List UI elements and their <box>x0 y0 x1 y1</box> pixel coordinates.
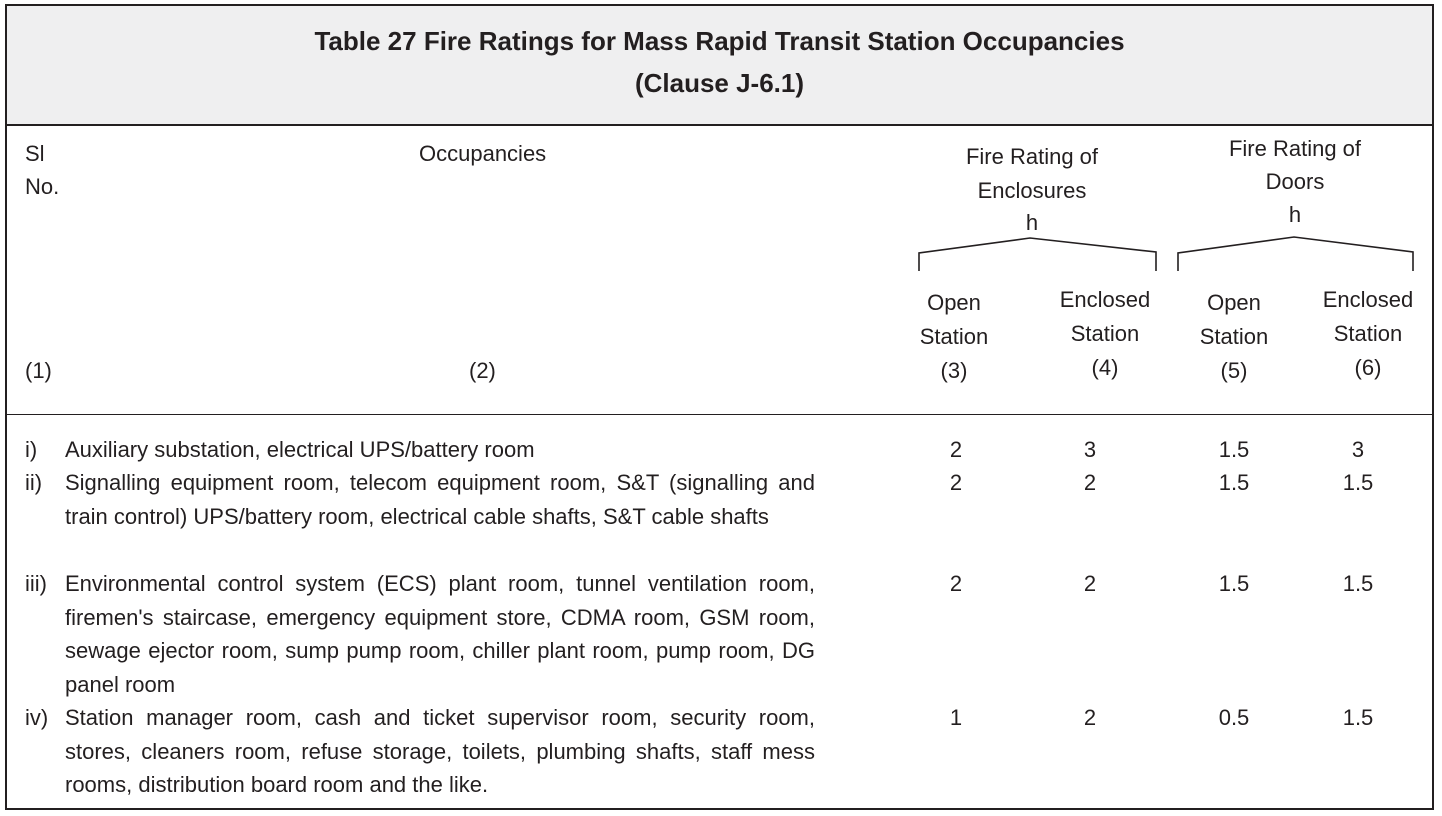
row-number: iii) <box>25 571 47 596</box>
title-band: Table 27 Fire Ratings for Mass Rapid Tra… <box>7 6 1432 126</box>
enclosures-brace <box>918 237 1157 271</box>
col2-number: (2) <box>469 358 496 383</box>
row-value-col4: 3 <box>1083 437 1097 462</box>
col5-number: (5) <box>1220 358 1248 383</box>
header-doors-group: Fire Rating of Doors h <box>1195 132 1395 232</box>
row-occupancy: Environmental control system (ECS) plant… <box>65 571 815 697</box>
row-occupancy: Signalling equipment room, telecom equip… <box>65 470 815 529</box>
col4-line-2: Station <box>1070 321 1140 346</box>
row-value-col4: 2 <box>1083 571 1097 596</box>
row-value-col3: 2 <box>949 437 963 462</box>
row-number: ii) <box>25 470 43 495</box>
row-number: i) <box>25 437 38 462</box>
col4-number: (4) <box>1091 355 1119 380</box>
row-value-col6: 1.5 <box>1342 571 1374 596</box>
header-occupancies: Occupancies <box>419 141 547 166</box>
col3-number: (3) <box>940 358 968 383</box>
col6-number: (6) <box>1354 355 1382 380</box>
row-occupancy: Auxiliary substation, electrical UPS/bat… <box>65 437 535 462</box>
col6-line-2: Station <box>1333 321 1403 346</box>
row-value-col6: 1.5 <box>1342 705 1374 730</box>
doors-line-2: Doors <box>1265 169 1325 194</box>
col1-number: (1) <box>25 358 52 383</box>
row-value-col5: 1.5 <box>1218 470 1250 495</box>
header-braces <box>918 236 1414 271</box>
enclosures-line-2: Enclosures <box>977 178 1087 203</box>
row-number: iv) <box>25 705 49 730</box>
header-no: No. <box>25 174 60 199</box>
row-value-col5: 0.5 <box>1218 705 1250 730</box>
header-sl: Sl <box>25 141 45 166</box>
clause-reference: (Clause J-6.1) <box>634 68 805 98</box>
enclosures-unit: h <box>1025 210 1039 235</box>
row-value-col5: 1.5 <box>1218 571 1250 596</box>
col3-line-2: Station <box>919 324 989 349</box>
row-value-col3: 2 <box>949 571 963 596</box>
row-value-col4: 2 <box>1083 705 1097 730</box>
table-frame: Table 27 Fire Ratings for Mass Rapid Tra… <box>5 4 1434 810</box>
col3-line-1: Open <box>927 290 981 315</box>
doors-brace <box>1177 236 1414 271</box>
col4-line-1: Enclosed <box>1059 287 1151 312</box>
doors-unit: h <box>1288 202 1302 227</box>
row-value-col6: 3 <box>1351 437 1365 462</box>
header-enclosures-group: Fire Rating of Enclosures h <box>932 140 1132 240</box>
col6-line-1: Enclosed <box>1322 287 1414 312</box>
header-separator <box>7 414 1432 415</box>
doors-line-1: Fire Rating of <box>1228 136 1362 161</box>
row-value-col6: 1.5 <box>1342 470 1374 495</box>
row-value-col3: 1 <box>949 705 963 730</box>
table-title: Table 27 Fire Ratings for Mass Rapid Tra… <box>314 26 1125 56</box>
col5-line-1: Open <box>1207 290 1261 315</box>
row-value-col3: 2 <box>949 470 963 495</box>
row-value-col4: 2 <box>1083 470 1097 495</box>
col5-line-2: Station <box>1199 324 1269 349</box>
row-value-col5: 1.5 <box>1218 437 1250 462</box>
enclosures-line-1: Fire Rating of <box>965 144 1099 169</box>
row-occupancy: Station manager room, cash and ticket su… <box>65 705 815 797</box>
